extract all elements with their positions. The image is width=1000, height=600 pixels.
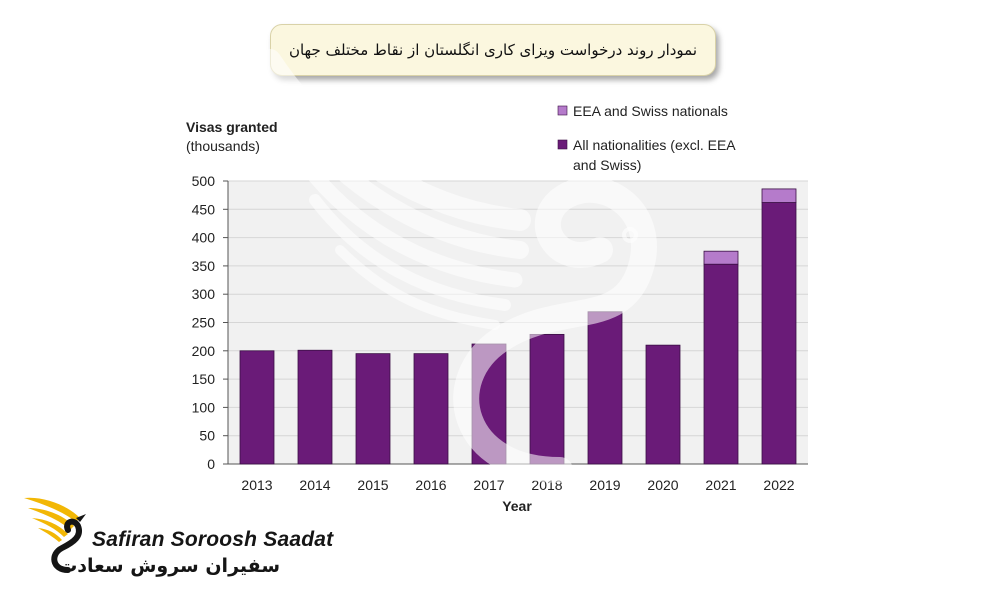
x-tick-label: 2019 (589, 477, 620, 493)
bar-all-nationalities (297, 349, 333, 465)
y-tick-label: 200 (192, 343, 216, 359)
x-tick-label: 2022 (763, 477, 794, 493)
y-axis-subtitle: (thousands) (186, 138, 260, 154)
x-tick-label: 2017 (473, 477, 504, 493)
bar-eea-swiss (703, 250, 739, 265)
y-tick-label: 450 (192, 201, 216, 217)
bar-all-nationalities (703, 263, 739, 465)
bar-all-nationalities (529, 333, 565, 465)
x-tick-label: 2014 (299, 477, 330, 493)
bar-all-nationalities (355, 353, 391, 465)
y-tick-label: 300 (192, 286, 216, 302)
y-tick-label: 250 (192, 315, 216, 331)
bar-all-nationalities (645, 344, 681, 465)
y-tick-label: 50 (199, 428, 215, 444)
bar-eea-swiss (761, 188, 797, 203)
x-tick-label: 2016 (415, 477, 446, 493)
y-tick-label: 150 (192, 371, 216, 387)
y-tick-label: 400 (192, 230, 216, 246)
brand-name-persian: سفیران سروش سعادت (58, 555, 280, 577)
y-tick-label: 350 (192, 258, 216, 274)
bar-all-nationalities (471, 343, 507, 465)
y-tick-label: 500 (192, 173, 216, 189)
legend-label: EEA and Swiss nationals (573, 103, 728, 119)
bar-all-nationalities (413, 353, 449, 465)
bar-all-nationalities (587, 311, 623, 465)
y-tick-label: 100 (192, 399, 216, 415)
x-tick-label: 2021 (705, 477, 736, 493)
legend-label: All nationalities (excl. EEA (573, 137, 736, 153)
y-tick-label: 0 (207, 456, 215, 472)
legend-swatch (557, 105, 568, 116)
x-tick-label: 2018 (531, 477, 562, 493)
x-axis-title: Year (502, 498, 532, 514)
brand-name-english: Safiran Soroosh Saadat (92, 528, 334, 551)
x-tick-label: 2020 (647, 477, 678, 493)
winged-swan-icon (24, 497, 86, 573)
legend-swatch (557, 139, 568, 150)
x-tick-label: 2013 (241, 477, 272, 493)
legend-label: and Swiss) (573, 157, 641, 173)
bar-all-nationalities (239, 350, 275, 465)
x-tick-label: 2015 (357, 477, 388, 493)
y-axis-title: Visas granted (186, 119, 278, 135)
bar-all-nationalities (761, 202, 797, 465)
